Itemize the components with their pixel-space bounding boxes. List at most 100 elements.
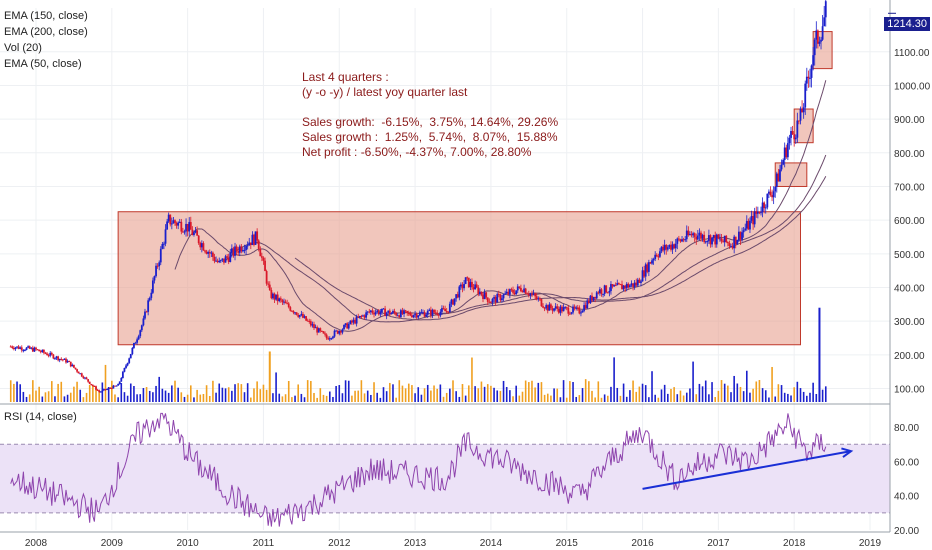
candle-body — [104, 389, 107, 391]
candle-body — [823, 17, 826, 27]
volume-bar — [101, 382, 104, 402]
candle-body — [719, 238, 721, 240]
candle-body — [87, 379, 90, 382]
volume-bar — [692, 361, 694, 402]
candle-body — [205, 251, 208, 254]
volume-bar — [310, 380, 312, 402]
candle-body — [774, 186, 777, 192]
candle-body — [163, 243, 165, 245]
volume-bar — [253, 388, 255, 402]
volume-bar — [133, 386, 135, 402]
volume-bar — [588, 381, 590, 402]
volume-bar — [237, 383, 239, 402]
candle-body — [99, 391, 102, 393]
candle-body — [181, 231, 184, 233]
candle-body — [813, 39, 816, 56]
volume-bar — [117, 397, 119, 402]
candle-body — [202, 243, 205, 251]
candle-body — [450, 299, 453, 304]
candle-body — [90, 383, 93, 385]
candle-body — [188, 222, 191, 232]
candle-body — [501, 298, 503, 301]
candle-body — [133, 343, 135, 348]
candle-body — [215, 260, 217, 262]
volume-bar — [73, 386, 75, 402]
candle-body — [57, 356, 60, 361]
candle-body — [39, 351, 42, 353]
candle-body — [647, 262, 650, 272]
candle-body — [327, 338, 330, 340]
candle-body — [564, 307, 567, 309]
candle-body — [341, 329, 344, 333]
volume-bar — [19, 384, 22, 402]
candle-body — [398, 315, 401, 318]
candle-body — [172, 220, 175, 224]
candle-body — [158, 262, 161, 267]
candle-body — [63, 358, 66, 360]
volume-bar — [82, 397, 85, 402]
volume-bar — [240, 384, 243, 402]
annotation-line-6: Net profit : -6.50%, -4.37%, 7.00%, 28.8… — [302, 145, 532, 159]
candle-body — [452, 299, 454, 305]
volume-bar — [689, 388, 691, 402]
volume-bar — [755, 381, 758, 402]
candle-body — [722, 241, 725, 243]
volume-bar — [480, 381, 483, 402]
candle-body — [41, 349, 44, 353]
candle-body — [117, 383, 120, 386]
candle-body — [420, 312, 423, 314]
candle-body — [197, 235, 200, 244]
candle-body — [66, 360, 69, 363]
volume-bar — [354, 390, 356, 402]
candle-body — [362, 315, 364, 317]
candle-body — [595, 292, 598, 299]
ema200-line — [294, 176, 827, 321]
candle-body — [649, 262, 652, 264]
candle-body — [417, 315, 420, 318]
volume-bar — [294, 395, 296, 402]
candle-body — [115, 385, 118, 387]
candle-body — [257, 240, 260, 249]
candle-body — [780, 164, 783, 170]
candle-body — [608, 290, 611, 293]
candle-body — [559, 306, 562, 313]
volume-bar — [711, 382, 713, 402]
volume-bar — [727, 385, 729, 402]
candle-body — [366, 311, 369, 313]
candle-body — [737, 231, 740, 241]
candle-body — [441, 308, 443, 312]
candle-body — [794, 137, 797, 140]
candle-body — [584, 305, 587, 309]
volume-bar — [250, 397, 252, 402]
candle-body — [123, 367, 126, 372]
candle-body — [279, 298, 282, 300]
candle-body — [199, 243, 202, 248]
candle-body — [107, 387, 110, 389]
volume-bar — [202, 394, 205, 402]
candle-body — [30, 347, 33, 349]
candle-body — [516, 286, 519, 291]
rsi-trend-arrow — [642, 450, 852, 490]
volume-bar — [490, 385, 492, 402]
time-tick-label: 2012 — [328, 538, 351, 549]
volume-bar — [565, 397, 568, 402]
rsi-band — [0, 444, 890, 513]
candle-body — [148, 297, 151, 301]
candle-body — [422, 312, 424, 314]
candle-body — [376, 310, 379, 313]
candle-body — [166, 221, 169, 230]
time-tick-label: 2009 — [101, 538, 124, 549]
candle-body — [703, 234, 706, 242]
price-tick-label: 200.00 — [894, 351, 925, 362]
volume-bar — [47, 391, 50, 402]
volume-bar — [319, 388, 322, 402]
candle-body — [170, 223, 173, 225]
candle-body — [619, 284, 622, 286]
candle-body — [305, 316, 308, 321]
candle-body — [131, 347, 134, 354]
candle-body — [548, 304, 551, 311]
volume-bar — [477, 388, 480, 402]
volume-bar — [597, 381, 600, 402]
candle-body — [736, 240, 739, 245]
